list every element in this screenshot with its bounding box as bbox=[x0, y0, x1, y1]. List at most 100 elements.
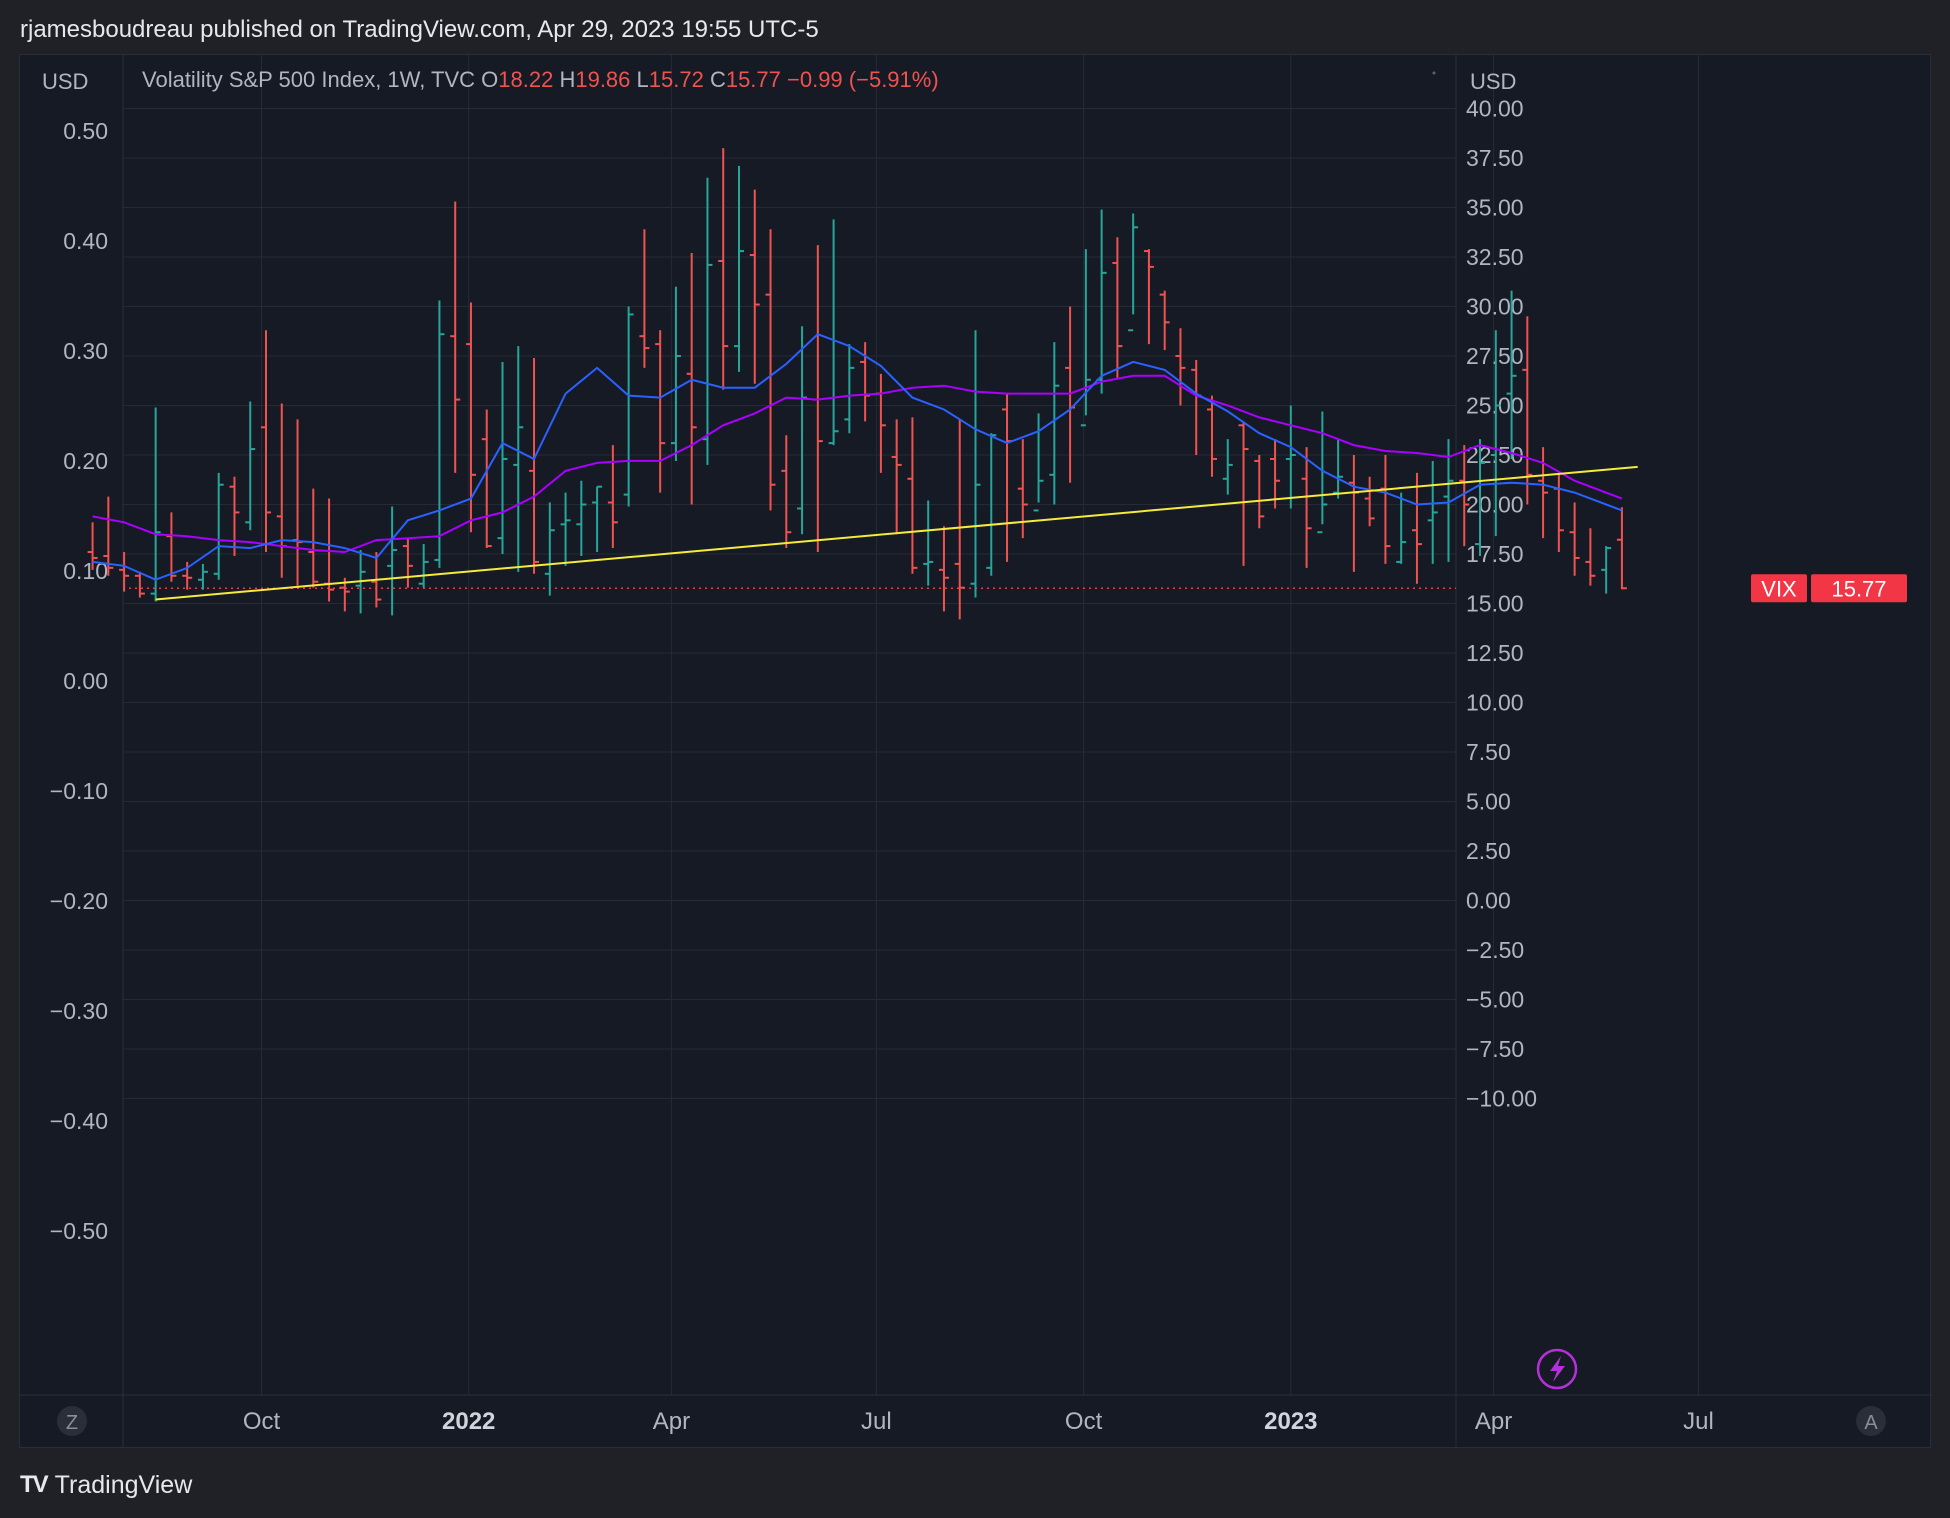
left-axis-tick-label: 0.00 bbox=[63, 668, 108, 694]
ma-fast-line bbox=[92, 333, 1623, 581]
right-axis-tick-label: −5.00 bbox=[1466, 987, 1524, 1013]
right-axis-tick-label: 10.00 bbox=[1466, 690, 1524, 716]
z-button[interactable] bbox=[57, 1406, 87, 1436]
ohlc-bar bbox=[576, 480, 587, 556]
time-axis-label: Oct bbox=[243, 1408, 281, 1435]
ohlc-bar bbox=[1522, 316, 1533, 505]
ohlc-bar bbox=[513, 346, 524, 572]
ohlc-bar bbox=[1128, 213, 1139, 332]
right-axis-tick-label: 40.00 bbox=[1466, 96, 1524, 122]
right-axis-tick-label: 2.50 bbox=[1466, 838, 1511, 864]
ohlc-bar bbox=[529, 357, 540, 574]
time-axis-label: Oct bbox=[1065, 1408, 1103, 1435]
ohlc-bar bbox=[544, 502, 555, 596]
symbol-badge-label: VIX bbox=[1761, 576, 1797, 601]
ohlc-bar bbox=[1206, 395, 1217, 477]
time-axis-label: Jul bbox=[861, 1408, 892, 1435]
right-axis-tick-label: 30.00 bbox=[1466, 294, 1524, 320]
ohlc-bar bbox=[1490, 330, 1501, 537]
ohlc-bar bbox=[450, 201, 461, 473]
auto-scale-button[interactable] bbox=[1856, 1406, 1886, 1436]
ohlc-bar bbox=[1017, 439, 1028, 539]
ohlc-bar bbox=[607, 445, 618, 549]
legend-change: −0.99 (−5.91%) bbox=[787, 67, 939, 92]
ohlc-bar bbox=[1301, 447, 1312, 568]
ohlc-bar bbox=[1096, 209, 1107, 394]
ohlc-bar bbox=[197, 563, 208, 590]
ohlc-bar bbox=[1616, 507, 1627, 590]
left-axis-tick-label: 0.20 bbox=[63, 448, 108, 474]
ohlc-bar bbox=[1175, 328, 1186, 406]
ohlc-bar bbox=[1601, 546, 1612, 594]
ohlc-bar bbox=[560, 492, 571, 566]
ohlc-bar bbox=[923, 500, 934, 586]
left-axis-tick-label: 0.50 bbox=[63, 118, 108, 144]
tradingview-logo[interactable]: TV TradingView bbox=[20, 1470, 192, 1500]
right-axis-tick-label: 7.50 bbox=[1466, 739, 1511, 765]
ohlc-bar bbox=[481, 409, 492, 549]
ohlc-bar bbox=[166, 512, 177, 582]
legend-ohlc-value: 15.72 bbox=[649, 67, 710, 92]
trendline[interactable] bbox=[155, 465, 1638, 601]
tradingview-logo-icon: TV bbox=[20, 1471, 49, 1498]
last-price-badge-value: 15.77 bbox=[1831, 576, 1886, 601]
ohlc-bar bbox=[1159, 290, 1170, 351]
ohlc-bar bbox=[1459, 445, 1470, 547]
ohlc-bar bbox=[875, 373, 886, 473]
right-axis-tick-label: 12.50 bbox=[1466, 640, 1524, 666]
ohlc-bar bbox=[229, 476, 240, 556]
left-axis-tick-label: −0.40 bbox=[50, 1108, 108, 1134]
legend-ohlc-value: 18.22 bbox=[498, 67, 559, 92]
ohlc-bar bbox=[655, 330, 666, 493]
ohlc-bar bbox=[1380, 455, 1391, 564]
ohlc-bar bbox=[907, 417, 918, 574]
chart-panel[interactable]: USD 0.50 0.40 0.30 0.20 0.10 0.00 −0.10 −0.20 −0.… bbox=[19, 54, 1932, 1449]
ohlc-bar bbox=[119, 552, 130, 592]
ohlc-bar bbox=[938, 526, 949, 612]
ohlc-bar bbox=[1333, 439, 1344, 499]
auto-scale-button-label: A bbox=[1864, 1412, 1878, 1434]
ohlc-bar bbox=[1191, 359, 1202, 455]
ohlc-bar bbox=[213, 472, 224, 580]
last-price-badge bbox=[1811, 574, 1907, 603]
tradingview-logo-text: TradingView bbox=[54, 1470, 193, 1499]
ohlc-bar bbox=[418, 544, 429, 588]
time-axis-label: Apr bbox=[653, 1408, 690, 1435]
ohlc-bar bbox=[497, 361, 508, 554]
ohlc-bar bbox=[1553, 472, 1564, 553]
ohlc-bar bbox=[402, 538, 413, 588]
ohlc-bar bbox=[292, 419, 303, 586]
ohlc-bar bbox=[1285, 405, 1296, 509]
ohlc-bar bbox=[1254, 455, 1265, 529]
ohlc-bar bbox=[1080, 249, 1091, 427]
right-axis-tick-label: 0.00 bbox=[1466, 888, 1511, 914]
lightning-icon[interactable] bbox=[1536, 1348, 1578, 1390]
legend-ohlc-key: L bbox=[637, 67, 649, 92]
right-axis-unit: USD bbox=[1470, 69, 1516, 94]
left-axis-tick-label: 0.10 bbox=[63, 558, 108, 584]
ohlc-bar bbox=[1270, 439, 1281, 509]
left-axis-tick-label: −0.50 bbox=[50, 1218, 108, 1244]
ma-slow-line bbox=[92, 374, 1623, 554]
z-button-label: Z bbox=[66, 1412, 78, 1434]
left-axis-tick-label: 0.30 bbox=[63, 338, 108, 364]
ohlc-bar bbox=[1569, 502, 1580, 576]
ohlc-bar bbox=[245, 401, 256, 531]
symbol-badge bbox=[1751, 574, 1807, 603]
ohlc-bar bbox=[986, 433, 997, 576]
ohlc-bar bbox=[781, 435, 792, 549]
lightning-icon-bolt bbox=[1550, 1356, 1565, 1382]
right-axis-tick-label: −2.50 bbox=[1466, 937, 1524, 963]
ohlc-bar bbox=[1427, 460, 1438, 564]
right-axis-tick-label: 25.00 bbox=[1466, 393, 1524, 419]
chart-canvas[interactable]: USD 0.50 0.40 0.30 0.20 0.10 0.00 −0.10 −0.20 −0.… bbox=[20, 55, 1932, 1449]
right-axis-tick-label: 32.50 bbox=[1466, 244, 1524, 270]
ohlc-bar bbox=[592, 485, 603, 553]
chart-menu-dot bbox=[1432, 71, 1436, 75]
ohlc-bar bbox=[1411, 472, 1422, 584]
ohlc-bar bbox=[891, 419, 902, 535]
ohlc-bar bbox=[1443, 439, 1454, 562]
ohlc-bar bbox=[702, 177, 713, 465]
left-axis-tick-label: −0.30 bbox=[50, 998, 108, 1024]
legend-ohlc-key: H bbox=[559, 67, 575, 92]
